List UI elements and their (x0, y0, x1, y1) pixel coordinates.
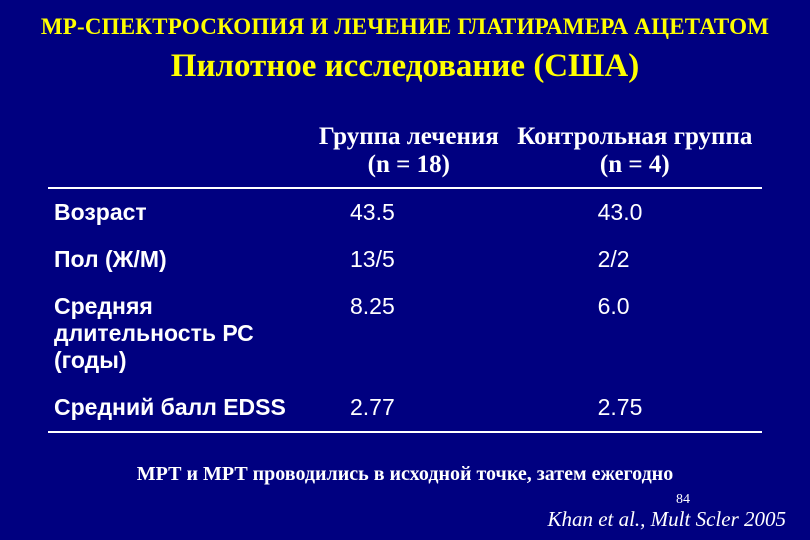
row-val-treatment: 43.5 (310, 188, 508, 236)
col-header-rowhead (48, 123, 310, 188)
row-val-control: 43.0 (508, 188, 762, 236)
citation: Khan et al., Mult Scler 2005 (547, 507, 786, 532)
page-number: 84 (676, 492, 690, 508)
col-header-control-l2: (n = 4) (600, 151, 670, 178)
row-val-treatment: 8.25 (310, 283, 508, 384)
slide-title-2: Пилотное исследование (США) (34, 48, 776, 85)
table-row: Средняя длительность РС (годы) 8.25 6.0 (48, 283, 762, 384)
row-val-control: 2/2 (508, 236, 762, 283)
col-header-treatment-l1: Группа лечения (319, 123, 499, 150)
table-header-row: Группа лечения (n = 18) Контрольная груп… (48, 123, 762, 188)
row-label: Возраст (48, 188, 310, 236)
row-val-control: 6.0 (508, 283, 762, 384)
footnote: МРТ и МРТ проводились в исходной точке, … (34, 463, 776, 486)
col-header-control-l1: Контрольная группа (517, 123, 752, 150)
table-row: Пол (Ж/М) 13/5 2/2 (48, 236, 762, 283)
row-val-treatment: 2.77 (310, 384, 508, 432)
col-header-treatment: Группа лечения (n = 18) (310, 123, 508, 188)
row-label: Пол (Ж/М) (48, 236, 310, 283)
row-val-treatment: 13/5 (310, 236, 508, 283)
row-label: Средняя длительность РС (годы) (48, 283, 310, 384)
col-header-treatment-l2: (n = 18) (368, 151, 450, 178)
col-header-control: Контрольная группа (n = 4) (508, 123, 762, 188)
row-label: Средний балл EDSS (48, 384, 310, 432)
slide-title-1: МР-СПЕКТРОСКОПИЯ И ЛЕЧЕНИЕ ГЛАТИРАМЕРА А… (34, 14, 776, 40)
data-table: Группа лечения (n = 18) Контрольная груп… (48, 123, 762, 433)
data-table-wrap: Группа лечения (n = 18) Контрольная груп… (48, 123, 762, 433)
table-row: Возраст 43.5 43.0 (48, 188, 762, 236)
slide: МР-СПЕКТРОСКОПИЯ И ЛЕЧЕНИЕ ГЛАТИРАМЕРА А… (0, 0, 810, 540)
row-val-control: 2.75 (508, 384, 762, 432)
table-row: Средний балл EDSS 2.77 2.75 (48, 384, 762, 432)
